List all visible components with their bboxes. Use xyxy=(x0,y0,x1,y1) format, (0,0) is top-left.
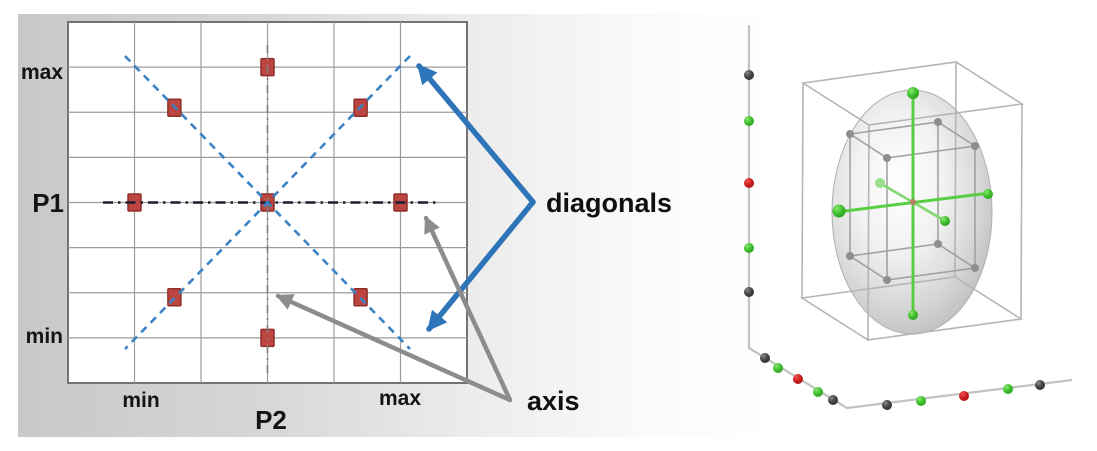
cube-corner-dot xyxy=(846,252,854,260)
axis-arrow-upper xyxy=(423,215,513,403)
diagonals-arrow-upper xyxy=(416,63,536,205)
outer-box-edge xyxy=(801,82,804,299)
p1-axis-label: P1 xyxy=(32,188,64,218)
green-sample-dot xyxy=(1003,384,1013,394)
axis-label: axis xyxy=(527,386,580,416)
red-sample-dot xyxy=(959,391,969,401)
frame-axis-sample-dots xyxy=(744,70,1045,410)
green-sample-dot xyxy=(916,396,926,406)
dark-sample-dot xyxy=(744,70,754,80)
cube-corner-dot xyxy=(934,240,942,248)
dark-sample-dot xyxy=(760,353,770,363)
green-sample-dot xyxy=(813,387,823,397)
cube-corner-dot xyxy=(971,142,979,150)
cube-corner-dot xyxy=(934,118,942,126)
dark-sample-dot xyxy=(882,400,892,410)
cube-corner-dot xyxy=(883,154,891,162)
design-plane-plot xyxy=(67,21,468,384)
p2-max-label: max xyxy=(379,387,421,410)
dark-sample-dot xyxy=(1035,380,1045,390)
green-axis-dot xyxy=(983,189,993,199)
outer-box-edge xyxy=(1020,103,1023,320)
red-sample-dot xyxy=(793,374,803,384)
diagonals-callout-arrows xyxy=(416,63,536,332)
p2-min-label: min xyxy=(122,389,159,412)
green-axis-dot xyxy=(908,310,918,320)
diagonals-arrow-lower xyxy=(426,199,536,332)
green-sample-dot xyxy=(744,243,754,253)
axis-arrow-left xyxy=(275,293,513,403)
p1-max-label: max xyxy=(21,61,63,84)
diagonals-label: diagonals xyxy=(546,188,672,218)
green-sample-dot xyxy=(773,363,783,373)
p1-min-label: min xyxy=(26,325,63,348)
outer-box xyxy=(799,61,1025,341)
red-sample-dot xyxy=(744,178,754,188)
pale_green-axis-dot xyxy=(875,178,885,188)
axis-callout-arrows xyxy=(275,215,513,403)
cube-corner-dot xyxy=(883,276,891,284)
cube-corner-dot xyxy=(846,130,854,138)
green-axis-dot xyxy=(832,204,846,218)
p2-axis-label: P2 xyxy=(255,405,287,435)
sampling-3d-figure xyxy=(744,25,1073,410)
dark-sample-dot xyxy=(828,395,838,405)
design-point-markers xyxy=(127,57,408,348)
outer-box-edge xyxy=(867,124,870,341)
diagonal-line-2 xyxy=(124,55,411,350)
green-axis-end-dots xyxy=(832,87,993,320)
center-axis-dot xyxy=(910,199,916,205)
outer-box-edge xyxy=(954,61,957,278)
cube-corner-dot xyxy=(971,264,979,272)
green-sample-dot xyxy=(744,116,754,126)
dark-sample-dot xyxy=(744,287,754,297)
green-axis-dot xyxy=(940,216,950,226)
inner-cube-corner-dots xyxy=(846,118,979,284)
green-axis-dot xyxy=(907,87,919,99)
